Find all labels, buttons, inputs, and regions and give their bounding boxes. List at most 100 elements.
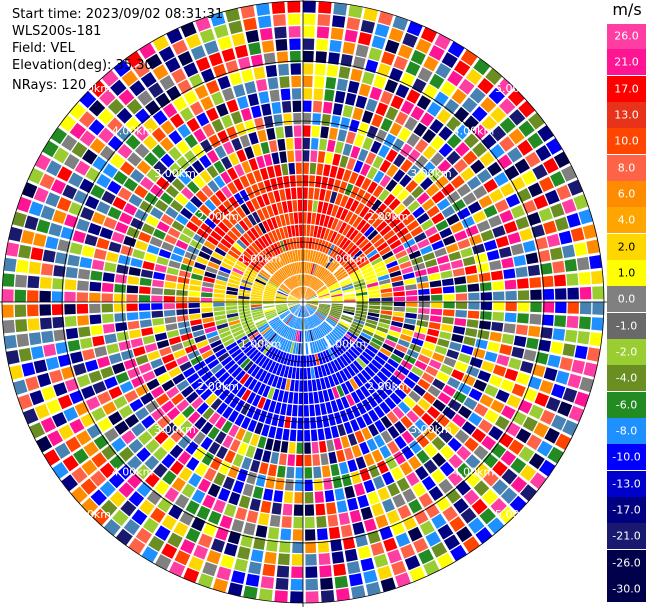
velocity-gate: [368, 289, 380, 295]
velocity-gate: [45, 192, 61, 208]
velocity-gate: [434, 345, 448, 355]
velocity-gate: [243, 273, 255, 281]
velocity-gate: [229, 396, 240, 409]
velocity-gate: [480, 302, 492, 311]
velocity-gate: [440, 81, 456, 97]
velocity-gate: [289, 38, 301, 50]
velocity-gate: [305, 343, 309, 355]
velocity-gate: [528, 325, 541, 338]
velocity-gate: [546, 233, 561, 248]
velocity-gate: [205, 80, 220, 95]
velocity-gate: [225, 306, 238, 311]
velocity-gate: [276, 307, 288, 312]
velocity-gate: [182, 227, 195, 238]
velocity-gate: [355, 313, 367, 319]
velocity-gate: [52, 316, 65, 329]
velocity-gate: [298, 343, 301, 355]
velocity-gate: [264, 265, 274, 275]
velocity-gate: [368, 378, 380, 391]
velocity-gate: [251, 311, 264, 316]
velocity-gate: [70, 351, 84, 364]
velocity-gate: [176, 399, 190, 412]
velocity-gate: [373, 405, 385, 419]
velocity-gate: [52, 412, 68, 428]
velocity-gate: [238, 292, 250, 297]
velocity-gate: [354, 430, 365, 444]
velocity-gate: [233, 352, 245, 362]
velocity-gate: [517, 302, 530, 312]
velocity-gate: [423, 560, 440, 576]
velocity-gate: [73, 448, 89, 465]
velocity-gate: [112, 196, 127, 210]
velocity-gate: [262, 267, 273, 276]
velocity-gate: [118, 446, 134, 462]
velocity-gate: [226, 286, 239, 292]
velocity-gate: [145, 472, 160, 488]
velocity-gate: [273, 243, 281, 255]
velocity-gate: [163, 296, 175, 302]
velocity-gate: [176, 140, 190, 155]
velocity-gate: [281, 283, 291, 292]
velocity-gate: [321, 465, 331, 478]
velocity-gate: [379, 159, 392, 173]
velocity-gate: [492, 280, 504, 291]
velocity-gate: [481, 360, 495, 373]
velocity-gate: [322, 322, 332, 332]
velocity-gate: [279, 286, 290, 294]
velocity-gate: [99, 145, 116, 161]
velocity-gate: [231, 326, 243, 334]
velocity-gate: [492, 225, 506, 238]
velocity-gate: [406, 133, 420, 147]
velocity-gate: [406, 89, 421, 104]
velocity-gate: [243, 250, 254, 261]
velocity-gate: [330, 310, 342, 316]
velocity-gate: [328, 282, 339, 289]
velocity-gate: [340, 396, 350, 409]
velocity-gate: [271, 152, 280, 165]
velocity-gate: [221, 87, 235, 102]
velocity-gate: [454, 106, 470, 123]
velocity-gate: [103, 216, 118, 230]
velocity-gate: [421, 372, 435, 384]
velocity-gate: [225, 8, 241, 23]
velocity-gate: [62, 455, 79, 472]
velocity-gate: [215, 416, 227, 430]
velocity-gate: [460, 344, 474, 355]
velocity-gate: [306, 295, 317, 301]
velocity-gate: [319, 254, 327, 266]
velocity-gate: [174, 550, 191, 566]
velocity-gate: [378, 144, 390, 158]
velocity-gate: [368, 305, 381, 310]
velocity-gate: [341, 283, 353, 289]
velocity-gate: [227, 167, 238, 181]
velocity-gate: [401, 430, 415, 444]
velocity-gate: [196, 256, 209, 265]
velocity-gate: [195, 16, 211, 32]
velocity-gate: [127, 473, 143, 489]
velocity-gate: [88, 119, 105, 136]
velocity-gate: [417, 282, 430, 289]
velocity-gate: [323, 256, 332, 268]
velocity-gate: [217, 487, 231, 502]
velocity-gate: [109, 454, 125, 470]
colorbar-block: [607, 470, 646, 497]
velocity-gate: [317, 309, 328, 316]
velocity-gate: [291, 75, 301, 88]
velocity-gate: [214, 145, 227, 159]
velocity-gate: [277, 390, 285, 402]
velocity-gate: [45, 356, 60, 371]
velocity-gate: [408, 440, 422, 454]
velocity-gate: [33, 233, 47, 247]
velocity-gate: [329, 39, 342, 53]
velocity-gate: [193, 446, 207, 461]
velocity-gate: [412, 206, 425, 219]
velocity-gate: [491, 321, 504, 332]
velocity-gate: [414, 269, 427, 277]
colorbar-tick-label: -6.0: [615, 398, 638, 412]
velocity-gate: [379, 347, 392, 357]
velocity-gate: [319, 303, 331, 307]
velocity-gate: [469, 87, 486, 104]
velocity-gate: [255, 525, 268, 538]
velocity-gate: [34, 403, 50, 420]
velocity-gate: [312, 328, 318, 340]
